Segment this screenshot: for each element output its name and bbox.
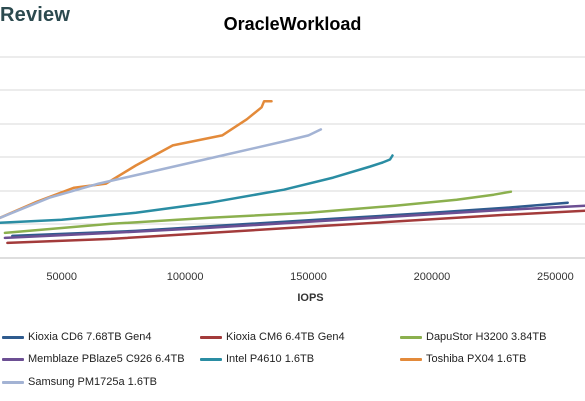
legend-label: Kioxia CD6 7.68TB Gen4: [28, 331, 152, 343]
legend-item: Intel P4610 1.6TB: [200, 352, 314, 366]
x-tick-label: 150000: [290, 271, 327, 283]
legend-swatch: [2, 357, 24, 361]
legend-item: DapuStor H3200 3.84TB: [400, 330, 546, 344]
x-tick-label: 100000: [167, 271, 204, 283]
brand-logo: Review: [0, 4, 71, 26]
line-chart: 50000 100000 150000 200000 250000 IOPS: [0, 56, 585, 304]
legend-label: Toshiba PX04 1.6TB: [426, 353, 527, 365]
x-axis-title: IOPS: [297, 292, 323, 304]
x-tick-label: 200000: [414, 271, 451, 283]
legend: Kioxia CD6 7.68TB Gen4 Kioxia CM6 6.4TB G…: [0, 320, 585, 400]
legend-swatch: [400, 357, 422, 361]
legend-item: Memblaze PBlaze5 C926 6.4TB: [2, 352, 185, 366]
chart-title: OracleWorkload: [223, 14, 362, 34]
series-line-5: [0, 154, 394, 225]
series-line-4: [3, 204, 585, 240]
series-lines: [0, 99, 585, 245]
legend-swatch: [2, 380, 24, 384]
legend-item: Samsung PM1725a 1.6TB: [2, 375, 157, 389]
series-line-3: [3, 190, 513, 235]
x-tick-label: 50000: [46, 271, 77, 283]
legend-item: Kioxia CM6 6.4TB Gen4: [200, 330, 345, 344]
legend-swatch: [2, 335, 24, 339]
legend-item: Kioxia CD6 7.68TB Gen4: [2, 330, 152, 344]
series-line-6: [0, 99, 273, 220]
legend-label: DapuStor H3200 3.84TB: [426, 331, 547, 343]
legend-swatch: [400, 335, 422, 339]
x-axis: 50000 100000 150000 200000 250000: [46, 271, 573, 283]
x-tick-label: 250000: [537, 271, 574, 283]
series-line-1: [11, 201, 569, 238]
legend-label: Kioxia CM6 6.4TB Gen4: [226, 331, 345, 343]
series-line-7: [0, 128, 323, 220]
legend-label: Intel P4610 1.6TB: [226, 353, 315, 365]
legend-label: Memblaze PBlaze5 C926 6.4TB: [28, 353, 185, 365]
legend-label: Samsung PM1725a 1.6TB: [28, 376, 158, 388]
series-line-2: [6, 209, 585, 245]
legend-item: Toshiba PX04 1.6TB: [400, 352, 526, 366]
legend-swatch: [200, 357, 222, 361]
legend-swatch: [200, 335, 222, 339]
